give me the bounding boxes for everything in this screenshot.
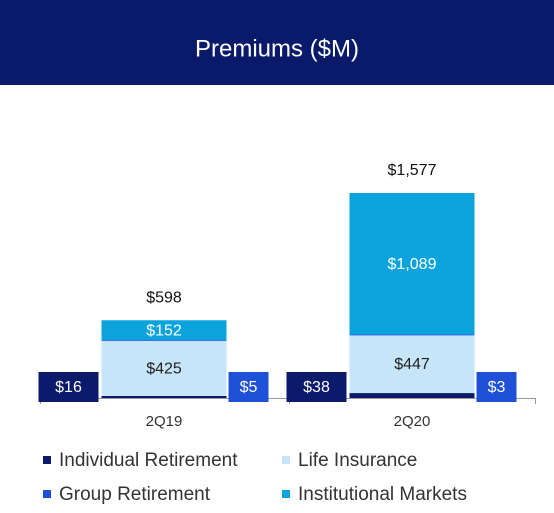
value-label: $3 (488, 379, 506, 396)
header-band (0, 0, 554, 85)
legend-label: Individual Retirement (59, 450, 238, 471)
value-label-box (228, 372, 269, 402)
bar-segment (101, 395, 227, 398)
bar-segment (101, 320, 227, 341)
legend-swatch (282, 490, 290, 498)
legend-label: Institutional Markets (298, 484, 467, 505)
bar-segment (349, 192, 475, 335)
value-label: $447 (394, 356, 430, 373)
value-label: $152 (146, 322, 182, 339)
value-label-box (476, 372, 517, 402)
bar-segment (349, 334, 475, 336)
value-label: $425 (146, 361, 182, 378)
value-label: $38 (303, 379, 330, 396)
legend-label: Group Retirement (59, 484, 211, 505)
x-tick-label: 2Q20 (394, 413, 431, 430)
legend-swatch (43, 456, 51, 464)
bar-segment (349, 334, 475, 394)
legend-swatch (43, 490, 51, 498)
total-label: $1,577 (388, 162, 437, 179)
value-label: $16 (55, 379, 82, 396)
bar-segment (349, 393, 475, 398)
total-label: $598 (146, 289, 182, 306)
value-label-box (286, 372, 347, 402)
bar-segment (101, 340, 227, 341)
value-label-box (38, 372, 99, 402)
legend-label: Life Insurance (298, 450, 417, 471)
value-label: $5 (240, 379, 258, 396)
legend-swatch (282, 456, 290, 464)
bar-segment (101, 340, 227, 396)
x-tick-label: 2Q19 (146, 413, 183, 430)
value-label: $1,089 (388, 256, 437, 273)
chart-title: Premiums ($M) (195, 35, 359, 62)
